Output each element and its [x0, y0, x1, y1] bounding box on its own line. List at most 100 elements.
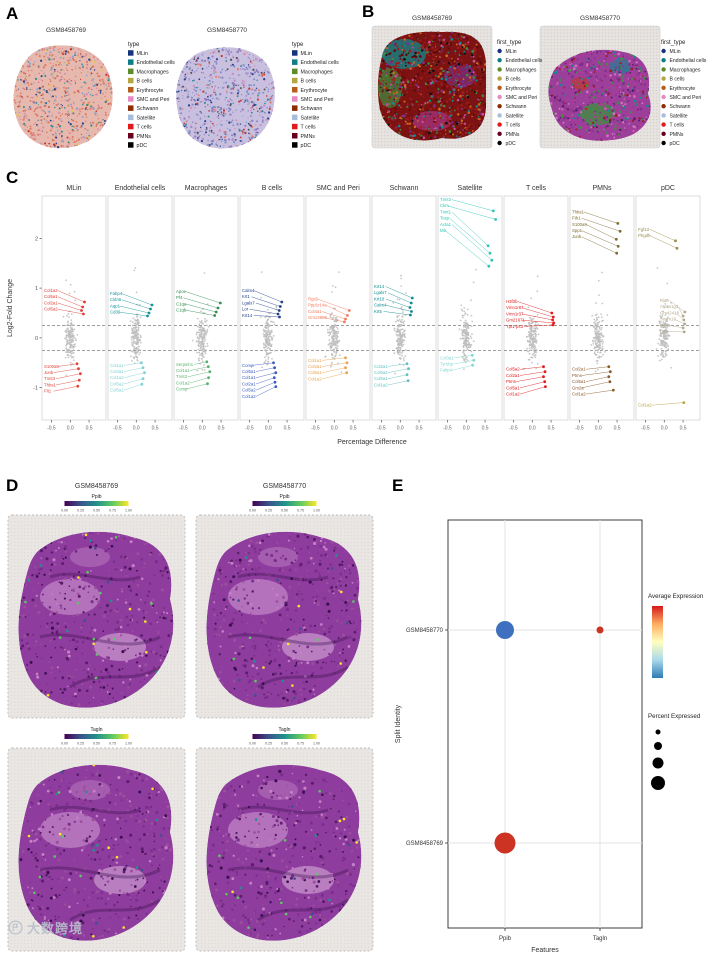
gene-point — [471, 363, 474, 367]
gene-label: S100a8 — [44, 364, 59, 369]
colorbar-tick: 0.25 — [77, 742, 84, 746]
gene-point — [278, 305, 282, 308]
gene-point — [213, 314, 217, 317]
gene-point — [543, 370, 547, 374]
svg-text:pDC: pDC — [301, 143, 312, 149]
colorbar-tick: 0.75 — [297, 509, 304, 513]
gene-point — [143, 371, 146, 375]
gene-label: Serpinh1 — [176, 362, 194, 367]
sample-title: GSM8458770 — [263, 483, 306, 490]
gene-label: Apoe — [176, 289, 187, 294]
svg-text:T cells: T cells — [301, 125, 317, 131]
legend-swatch — [128, 87, 134, 93]
gene-point — [405, 373, 409, 377]
sample-title: GSM8458770 — [580, 15, 620, 22]
x-tick-label: -0.5 — [245, 426, 254, 432]
colorbar-tick: 0.75 — [109, 509, 116, 513]
legend-swatch — [661, 76, 666, 81]
gene-point — [205, 360, 209, 364]
dotplot-point — [596, 626, 604, 634]
svg-text:SMC and Peri: SMC and Peri — [301, 97, 334, 103]
facet-title: B cells — [262, 185, 283, 192]
gene-label: Col2a1 — [242, 381, 256, 386]
gene-label: Tnnt3 — [176, 374, 188, 379]
gene-label: Aqp1 — [110, 303, 121, 308]
gene-point — [406, 379, 410, 383]
gene-label: Krt14 — [242, 313, 253, 318]
x-tick-label: -0.5 — [443, 426, 452, 432]
legend-swatch — [661, 131, 666, 136]
gene-point — [487, 264, 491, 268]
gene-point — [141, 377, 145, 381]
colorbar-tick: 0.50 — [93, 742, 100, 746]
panel-label-b: B — [362, 2, 375, 21]
gene-label: Pf4 — [176, 295, 183, 300]
gene-point — [409, 301, 413, 305]
gene-label: Fabp4 — [440, 368, 453, 373]
background-points — [458, 268, 477, 370]
percent-expressed-legend-title: Percent Expressed — [648, 713, 701, 720]
x-tick-label: 0.5 — [218, 426, 225, 432]
svg-text:PMNs: PMNs — [301, 134, 316, 140]
legend-swatch — [497, 104, 502, 109]
gene-label: Ppp1r14a — [308, 303, 327, 308]
y-tick-label: GSM8458769 — [406, 841, 444, 847]
gene-label: C1qb — [176, 308, 187, 313]
gene-point — [208, 370, 212, 374]
sample-title: GSM8458770 — [207, 27, 247, 34]
gene-label: C1qa — [176, 301, 187, 306]
gene-label: Gm21671 — [506, 318, 525, 323]
panel-label-d: D — [6, 476, 19, 495]
x-tick-label: 0.0 — [529, 426, 536, 432]
gene-label: Col2a1 — [44, 300, 58, 305]
svg-text:Endothelial cells: Endothelial cells — [137, 60, 176, 66]
svg-text:Erythrocyte: Erythrocyte — [137, 88, 164, 94]
gene-label: Ptms — [572, 373, 582, 378]
spatial-plot — [206, 764, 362, 941]
gene-point — [470, 353, 474, 357]
gene-label: Col5a1 — [572, 379, 586, 384]
legend-swatch — [292, 59, 298, 65]
gene-label: Tyrobp — [440, 361, 454, 366]
gene-point — [276, 312, 280, 316]
facet-title: SMC and Peri — [316, 185, 360, 192]
gene-point — [674, 239, 677, 243]
legend-swatch — [661, 122, 666, 127]
gene-point — [80, 309, 83, 312]
gene-label: Col5a2 — [506, 367, 520, 372]
gene-point — [278, 315, 281, 319]
legend-swatch — [497, 131, 502, 136]
x-tick-label: 0.0 — [67, 426, 74, 432]
gene-label: Col5a2 — [374, 370, 388, 375]
sample-title: GSM8458769 — [46, 27, 86, 34]
x-tick-label: -0.5 — [47, 426, 56, 432]
dotplot-point — [494, 832, 516, 854]
x-tick-label: 0.5 — [548, 426, 555, 432]
legend-swatch — [661, 85, 666, 91]
background-points — [392, 274, 407, 375]
spatial-plot — [13, 45, 113, 149]
legend-swatch — [292, 114, 298, 121]
gene-label: Col1a2 — [176, 380, 190, 385]
svg-text:Macrophages: Macrophages — [137, 69, 169, 75]
gene-point — [140, 361, 143, 365]
gene-label: Col1a2 — [308, 376, 322, 381]
svg-text:MLin: MLin — [301, 51, 313, 57]
feature-label: Ppib — [279, 494, 289, 500]
gene-label: Krt1 — [242, 294, 250, 299]
gene-point — [346, 314, 349, 317]
gene-label: Col5a2 — [44, 307, 58, 312]
gene-point — [611, 388, 615, 392]
y-tick-label: GSM8458770 — [406, 628, 444, 634]
legend-swatch — [661, 94, 666, 100]
legend-swatch — [128, 96, 134, 102]
gene-label: Krt10 — [374, 296, 385, 301]
background-points — [191, 272, 210, 372]
facet-endothelial-cells: Endothelial cells -0.5 0.0 0.5 Fabp4Cldn5Aqp… — [107, 185, 173, 432]
colorbar-tick: 1.00 — [313, 742, 320, 746]
panel-label-a: A — [6, 4, 19, 23]
colorbar-tick: 0.25 — [77, 509, 84, 513]
